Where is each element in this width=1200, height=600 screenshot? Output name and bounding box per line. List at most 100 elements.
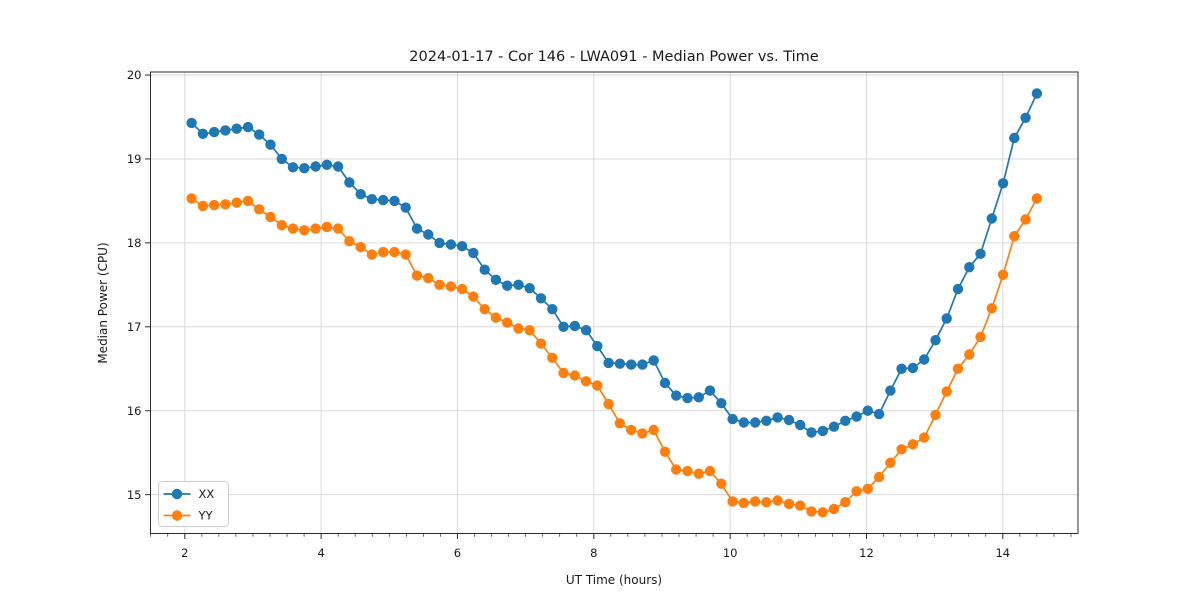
data-point-xx bbox=[366, 194, 378, 205]
data-point-xx bbox=[276, 153, 287, 165]
data-point-xx bbox=[659, 377, 671, 389]
data-point-xx bbox=[547, 304, 558, 315]
data-point-xx bbox=[817, 425, 828, 437]
data-point-xx bbox=[907, 362, 919, 374]
data-point-xx bbox=[761, 415, 772, 426]
data-point-xx bbox=[648, 355, 659, 366]
data-point-yy bbox=[907, 439, 919, 450]
data-point-yy bbox=[637, 428, 648, 439]
data-point-yy bbox=[332, 223, 344, 234]
data-point-xx bbox=[637, 359, 648, 370]
y-tick-label: 19 bbox=[127, 152, 142, 166]
data-point-yy bbox=[671, 464, 682, 475]
plot-border bbox=[150, 71, 1079, 534]
data-point-yy bbox=[321, 221, 333, 233]
y-tick-label: 18 bbox=[127, 236, 142, 250]
data-point-yy bbox=[603, 398, 614, 410]
data-point-yy bbox=[558, 367, 569, 379]
data-point-yy bbox=[986, 303, 997, 314]
data-point-xx bbox=[964, 262, 975, 273]
x-tick-label: 6 bbox=[454, 546, 461, 560]
data-point-xx bbox=[682, 392, 693, 404]
data-point-xx bbox=[524, 283, 535, 294]
data-point-xx bbox=[603, 357, 614, 369]
data-point-yy bbox=[535, 338, 547, 349]
data-point-xx bbox=[468, 247, 479, 259]
data-point-yy bbox=[693, 468, 704, 479]
data-point-xx bbox=[411, 223, 423, 234]
data-point-yy bbox=[366, 249, 378, 260]
data-point-xx bbox=[738, 417, 749, 428]
data-point-yy bbox=[592, 380, 603, 391]
data-point-yy bbox=[964, 349, 975, 360]
legend-label-xx: XX bbox=[199, 487, 215, 501]
y-tick-label: 20 bbox=[127, 68, 142, 82]
axes-layer: 2 4 6 8 10 12 14 15 16 17 18 19 20 bbox=[127, 68, 1079, 560]
series-yy bbox=[186, 193, 1043, 518]
data-point-xx bbox=[479, 264, 490, 275]
x-tick-label: 12 bbox=[859, 546, 874, 560]
data-point-xx bbox=[378, 194, 389, 206]
data-point-xx bbox=[919, 354, 930, 365]
data-point-yy bbox=[209, 199, 220, 211]
data-point-yy bbox=[434, 279, 445, 290]
data-point-yy bbox=[1020, 214, 1031, 225]
data-point-yy bbox=[750, 496, 761, 507]
data-point-xx bbox=[885, 385, 896, 396]
data-point-xx bbox=[1009, 132, 1020, 144]
data-point-xx bbox=[1020, 112, 1031, 124]
data-point-xx bbox=[502, 280, 513, 291]
data-point-xx bbox=[716, 398, 727, 409]
data-point-xx bbox=[614, 358, 626, 369]
data-point-yy bbox=[828, 503, 840, 515]
legend-box bbox=[158, 481, 229, 527]
series-xx bbox=[186, 88, 1043, 438]
data-point-xx bbox=[873, 408, 885, 420]
data-point-yy bbox=[873, 471, 885, 483]
data-point-xx bbox=[862, 405, 873, 416]
data-point-xx bbox=[997, 178, 1009, 189]
data-point-yy bbox=[299, 225, 310, 236]
data-point-yy bbox=[423, 272, 434, 284]
data-point-yy bbox=[411, 270, 423, 281]
data-point-xx bbox=[592, 340, 603, 352]
data-point-xx bbox=[332, 161, 344, 172]
data-point-yy bbox=[355, 241, 366, 253]
data-point-xx bbox=[423, 229, 434, 240]
data-point-yy bbox=[795, 500, 806, 511]
data-point-yy bbox=[659, 446, 671, 457]
x-tick-label: 2 bbox=[181, 546, 188, 560]
data-point-yy bbox=[186, 193, 197, 204]
data-point-xx bbox=[840, 415, 851, 426]
data-point-yy bbox=[468, 291, 479, 302]
data-point-xx bbox=[750, 417, 761, 428]
data-point-yy bbox=[761, 497, 772, 508]
data-point-yy bbox=[254, 204, 265, 215]
data-point-yy bbox=[310, 223, 321, 234]
data-point-xx bbox=[704, 385, 716, 396]
data-point-yy bbox=[862, 483, 873, 494]
data-point-xx bbox=[220, 125, 231, 136]
data-point-xx bbox=[1031, 88, 1043, 99]
data-point-yy bbox=[851, 486, 862, 497]
legend-label-yy: YY bbox=[198, 509, 214, 523]
data-point-yy bbox=[738, 497, 749, 509]
data-point-yy bbox=[242, 195, 254, 207]
data-point-yy bbox=[1031, 193, 1043, 204]
legend: XX YY bbox=[158, 481, 229, 527]
legend-marker bbox=[171, 488, 183, 500]
data-point-yy bbox=[276, 220, 287, 231]
data-point-xx bbox=[513, 279, 524, 290]
y-tick-label: 15 bbox=[127, 488, 142, 502]
data-point-xx bbox=[952, 283, 964, 295]
data-point-yy bbox=[220, 199, 231, 210]
x-tick-label: 8 bbox=[590, 546, 597, 560]
data-point-yy bbox=[885, 457, 896, 468]
data-point-yy bbox=[547, 352, 558, 363]
data-point-yy bbox=[389, 246, 400, 258]
x-tick-label: 14 bbox=[995, 546, 1010, 560]
data-point-xx bbox=[344, 177, 355, 188]
data-point-yy bbox=[400, 249, 411, 260]
data-point-xx bbox=[445, 239, 457, 250]
data-point-yy bbox=[840, 497, 851, 508]
